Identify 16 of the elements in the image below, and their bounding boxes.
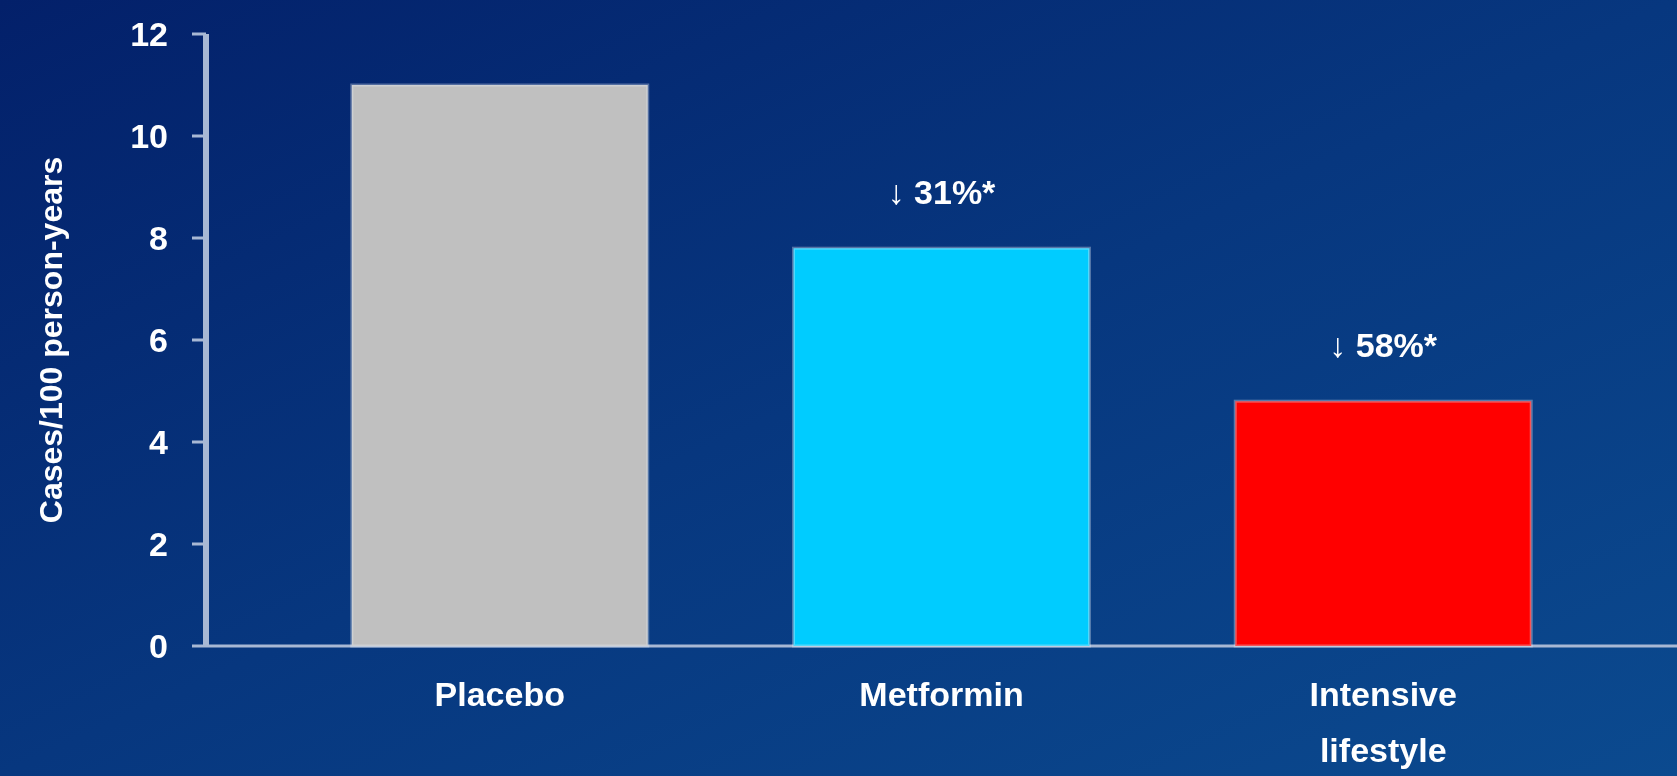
y-tick-label: 6 — [149, 320, 168, 359]
bar — [792, 246, 1091, 648]
x-tick-label: Placebo — [434, 675, 565, 713]
y-tick-label: 0 — [149, 626, 168, 665]
annotation: ↓ 31%* — [887, 173, 997, 212]
x-tick-label: Metformin — [859, 675, 1024, 713]
y-tick-label: 10 — [130, 116, 168, 155]
y-axis-title: Cases/100 person-years — [33, 156, 69, 524]
bar — [350, 83, 650, 648]
y-tick-label: 12 — [130, 14, 168, 53]
bar — [1233, 399, 1533, 648]
y-tick-label: 2 — [149, 524, 168, 563]
x-tick-label: Intensive lifestyle — [1309, 675, 1457, 769]
annotation: ↓ 58%* — [1329, 326, 1438, 365]
y-tick-label: 4 — [149, 422, 169, 461]
y-tick-label: 8 — [149, 218, 168, 257]
